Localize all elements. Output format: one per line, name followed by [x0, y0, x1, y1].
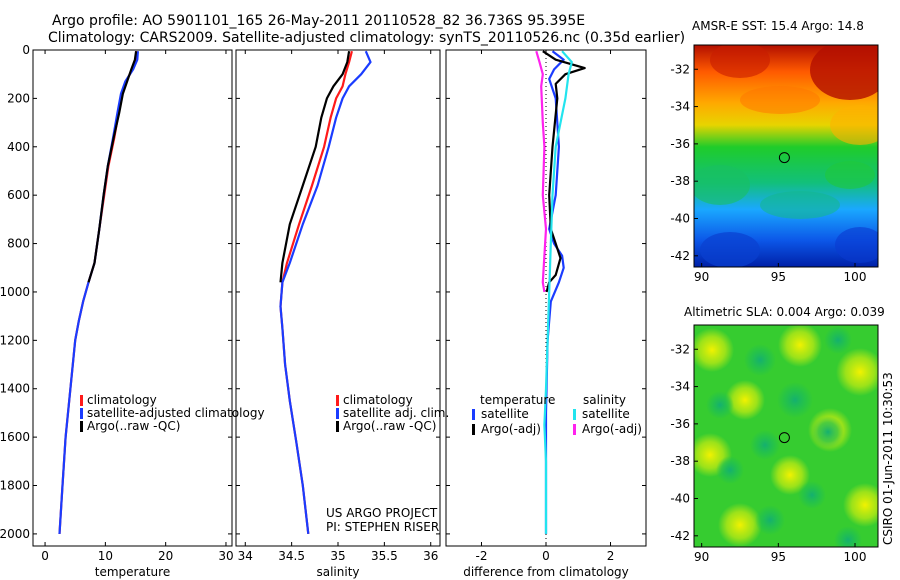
sst-ytick-label: -38: [670, 174, 690, 188]
sst-argo-marker: [778, 152, 790, 164]
difference-legend-header-temperature: temperature: [480, 393, 555, 407]
difference-legend-swatch: [573, 409, 576, 420]
sla-map-title: Altimetric SLA: 0.004 Argo: 0.039: [684, 305, 885, 319]
salinity-xtick-label: 34: [238, 549, 253, 563]
temperature-ytick-label: 600: [7, 188, 30, 202]
salinity-legend-label: Argo(..raw -QC): [343, 419, 436, 433]
temperature-series-satellite-adjusted-climatology: [58, 51, 139, 534]
sla-ytick-label: -38: [670, 454, 690, 468]
difference-series-temperature-argo-adj-: [542, 50, 586, 293]
temperature-plot-frame: [32, 49, 233, 547]
salinity-series-satellite-adj-clim-: [279, 50, 372, 535]
salinity-profile-panel: 34 34.5 35 35.5 36 salinity climatologysatelli…: [235, 49, 449, 579]
difference-profile-panel: -2 0 2 difference from climatology temperatu…: [445, 49, 647, 579]
sla-ytick-label: -40: [670, 491, 690, 505]
temperature-ytick-label: 1600: [0, 430, 30, 444]
temperature-ytick-label: 800: [7, 237, 30, 251]
sst-xtick-label: 95: [771, 270, 786, 284]
difference-legend-label: satellite: [481, 407, 529, 421]
sst-xtick-label: 100: [844, 270, 867, 284]
salinity-series-argo-raw-qc-: [279, 51, 351, 283]
sla-xtick-label: 90: [694, 550, 709, 564]
temperature-ytick-label: 0: [22, 43, 30, 57]
sla-argo-marker: [778, 432, 790, 444]
difference-xlabel: difference from climatology: [463, 565, 629, 579]
sst-ytick-label: -42: [670, 249, 690, 263]
temperature-xlabel: temperature: [95, 565, 170, 579]
temperature-ytick-label: 1400: [0, 382, 30, 396]
salinity-legend-swatch: [336, 421, 339, 432]
temperature-ytick-label: 1200: [0, 333, 30, 347]
salinity-xlabel: salinity: [316, 565, 359, 579]
salinity-legend-swatch: [336, 408, 339, 419]
salinity-legend-label: satellite adj. clim.: [343, 406, 449, 420]
temperature-legend-label: climatology: [87, 393, 157, 407]
difference-legend-label: Argo(-adj): [481, 422, 541, 436]
salinity-legend-label: climatology: [343, 393, 413, 407]
salinity-series-climatology: [279, 50, 353, 535]
difference-legend-swatch: [472, 409, 475, 420]
difference-legend-label: Argo(-adj): [582, 422, 642, 436]
temperature-legend-label: satellite-adjusted climatology: [87, 406, 265, 420]
salinity-xtick-label: 34.5: [278, 549, 305, 563]
temperature-ytick-label: 400: [7, 140, 30, 154]
temperature-legend-swatch: [80, 408, 83, 419]
difference-legend-header-salinity: salinity: [583, 393, 626, 407]
sla-ytick-label: -36: [670, 417, 690, 431]
sla-ytick-label: -32: [670, 342, 690, 356]
sst-ytick-label: -32: [670, 62, 690, 76]
salinity-xtick-label: 35: [330, 549, 345, 563]
difference-xtick-label: -2: [475, 549, 487, 563]
sla-ytick-label: -34: [670, 380, 690, 394]
temperature-xtick-label: 0: [41, 549, 49, 563]
sla-map-frame: [693, 324, 879, 548]
sst-map-panel: AMSR-E SST: 15.4 Argo: 14.8 90 95 100 -32 -3…: [670, 19, 879, 284]
sla-ytick-label: -42: [670, 529, 690, 543]
sla-xtick-label: 100: [844, 550, 867, 564]
temperature-ytick-label: 200: [7, 91, 30, 105]
sst-map-field: [694, 45, 878, 267]
difference-legend-label: satellite: [582, 407, 630, 421]
temperature-legend-swatch: [80, 421, 83, 432]
temperature-series-argo-raw-qc-: [87, 51, 138, 283]
footer-stamp: CSIRO 01-Jun-2011 10:30:53: [881, 372, 895, 545]
sla-map-field: [694, 325, 878, 547]
sst-ytick-label: -36: [670, 137, 690, 151]
temperature-series-climatology: [58, 51, 138, 534]
salinity-xtick-label: 35.5: [371, 549, 398, 563]
sst-ytick-label: -40: [670, 211, 690, 225]
temperature-ytick-label: 1000: [0, 285, 30, 299]
temperature-legend-label: Argo(..raw -QC): [87, 419, 180, 433]
salinity-legend-swatch: [336, 395, 339, 406]
salinity-xtick-label: 36: [423, 549, 438, 563]
sst-map-frame: [693, 44, 879, 268]
sst-xtick-label: 90: [694, 270, 709, 284]
sst-map-title: AMSR-E SST: 15.4 Argo: 14.8: [692, 19, 864, 33]
difference-xtick-label: 0: [542, 549, 550, 563]
difference-series-salinity-satellite: [543, 50, 573, 534]
difference-xtick-label: 2: [607, 549, 615, 563]
figure-title-line1: Argo profile: AO 5901101_165 26-May-2011…: [52, 13, 585, 29]
salinity-plot-frame: [235, 49, 441, 547]
sst-ytick-label: -34: [670, 100, 690, 114]
temperature-xtick-label: 30: [218, 549, 233, 563]
temperature-ytick-label: 1800: [0, 479, 30, 493]
salinity-annotation: PI: STEPHEN RISER: [326, 520, 439, 534]
difference-legend-swatch: [472, 424, 475, 435]
sla-map-panel: Altimetric SLA: 0.004 Argo: 0.039 90 95 10…: [670, 305, 885, 564]
temperature-profile-panel: 0 10 20 30 temperature 0 200 400 600 800 1000 1200 1…: [0, 43, 265, 579]
temperature-xtick-label: 20: [158, 549, 173, 563]
salinity-annotation: US ARGO PROJECT: [326, 506, 438, 520]
difference-series-salinity-argo-adj-: [535, 50, 548, 293]
temperature-ytick-label: 2000: [0, 527, 30, 541]
temperature-xtick-label: 10: [98, 549, 113, 563]
sla-xtick-label: 95: [771, 550, 786, 564]
figure-title-line2: Climatology: CARS2009. Satellite-adjuste…: [48, 30, 685, 46]
difference-legend-swatch: [573, 424, 576, 435]
temperature-legend-swatch: [80, 395, 83, 406]
